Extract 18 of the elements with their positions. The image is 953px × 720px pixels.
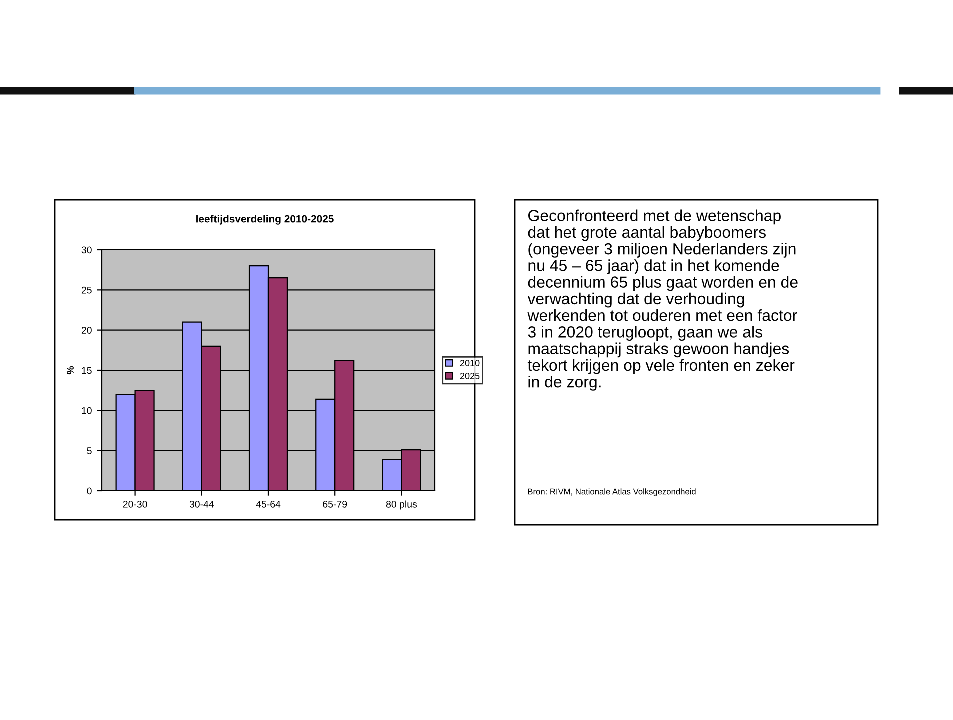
- x-tick-label: 45-64: [256, 500, 281, 508]
- legend-label: 2025: [460, 372, 480, 380]
- y-tick-label: 20: [82, 327, 92, 334]
- x-tick-label: 80 plus: [386, 500, 418, 510]
- x-tick-label: 20-30: [123, 500, 148, 508]
- x-tick-label: 30-44: [190, 500, 214, 508]
- y-tick-label: 30: [82, 246, 92, 254]
- y-tick-label: 10: [82, 407, 92, 414]
- text: Geconfronteerd met de wetenschap dat het grote aantal babyboomers (ongeveer 3 miljoen Nederlanders zijn nu 45 – 65 jaar) dat in het komende decennium 65 plus gaat worden en de verwachting dat de verhouding werkenden tot ouderen met een factor 3 in 2020 terugloopt, gaan we als maatschappij straks gewoon handjes tekort krijgen op vele fronten en zeker in de zorg.: [528, 210, 798, 391]
- y-axis-title: %: [67, 366, 74, 375]
- chart-title: leeftijdsverdeling 2010-2025: [196, 215, 334, 225]
- y-tick-label: 15: [82, 367, 92, 374]
- text: Bron: RIVM, Nationale Atlas Volksgezondheid: [528, 488, 696, 496]
- y-tick-label: 5: [87, 448, 92, 454]
- x-tick-label: 65-79: [323, 500, 348, 508]
- y-tick-label: 0: [87, 488, 92, 495]
- y-tick-label: 25: [82, 286, 92, 294]
- legend-label: 2010: [460, 360, 480, 366]
